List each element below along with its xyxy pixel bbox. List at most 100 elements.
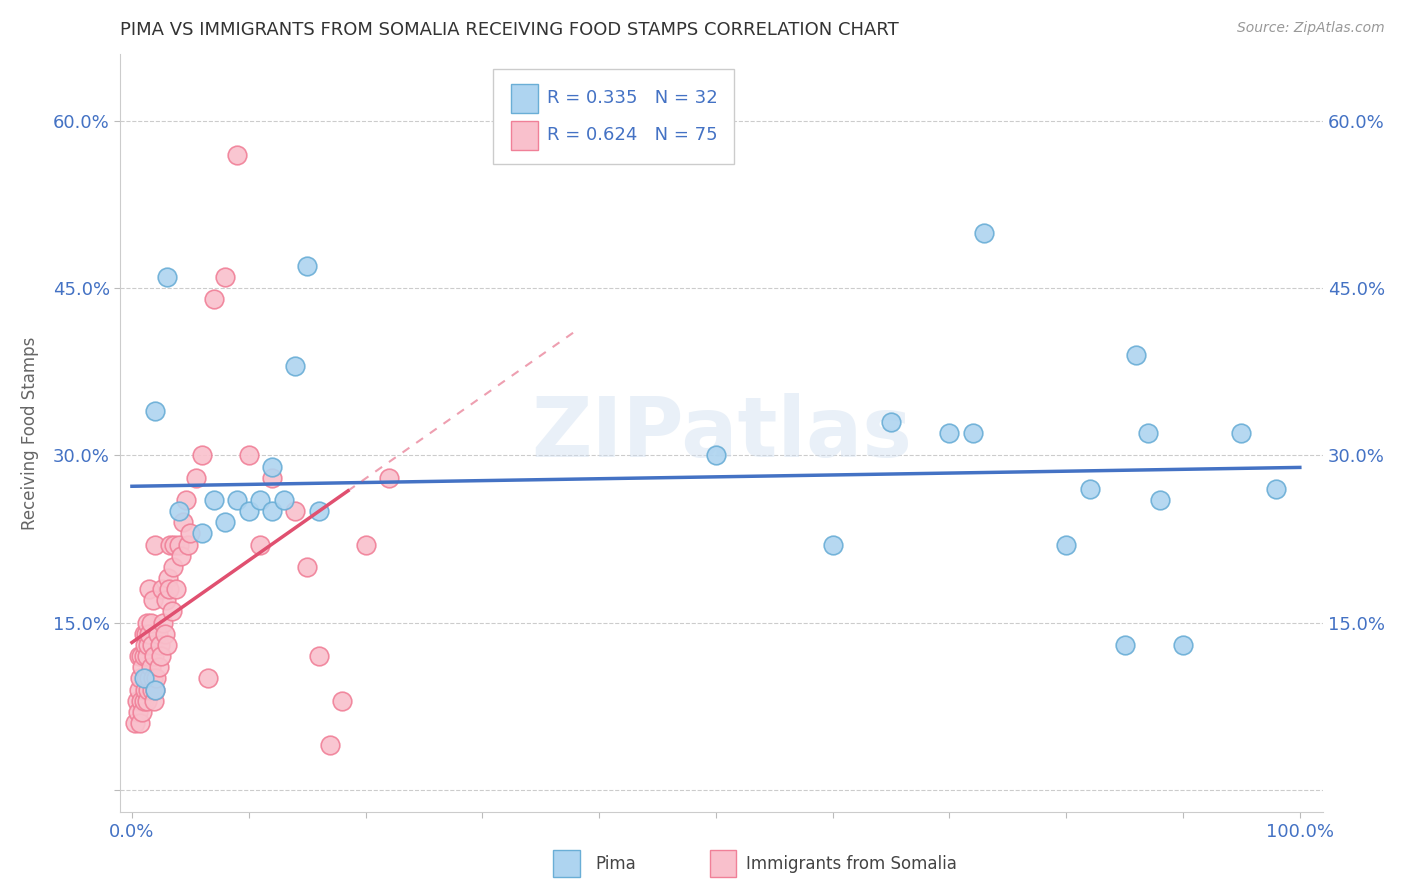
Point [295, 560, 318, 574]
Point [295, 259, 318, 273]
Point [134, 638, 156, 652]
Point [378, 471, 401, 485]
Point [284, 504, 307, 518]
Point [162, 560, 184, 574]
FancyBboxPatch shape [554, 850, 579, 877]
Point [1125, 348, 1147, 362]
FancyBboxPatch shape [710, 850, 737, 877]
Point [148, 660, 170, 674]
Point [1230, 426, 1253, 441]
Point [136, 693, 159, 707]
Y-axis label: Receiving Food Stamps: Receiving Food Stamps [21, 336, 39, 530]
Point [262, 459, 284, 474]
Point [177, 538, 200, 552]
Point [149, 638, 172, 652]
Text: Immigrants from Somalia: Immigrants from Somalia [745, 855, 956, 872]
Point [145, 671, 167, 685]
Point [160, 605, 183, 619]
Point [136, 649, 159, 664]
Point [249, 538, 271, 552]
Point [191, 526, 214, 541]
Point [226, 493, 249, 508]
Point [128, 649, 150, 664]
Point [125, 693, 148, 707]
Point [273, 493, 295, 508]
FancyBboxPatch shape [494, 70, 734, 164]
Point [139, 615, 162, 630]
Point [128, 682, 150, 697]
Point [202, 493, 225, 508]
Point [129, 649, 152, 664]
Point [214, 516, 236, 530]
Point [138, 582, 160, 597]
Point [135, 671, 157, 685]
Point [1114, 638, 1136, 652]
Point [150, 649, 173, 664]
Point [131, 705, 153, 719]
Point [238, 504, 260, 518]
Point [156, 638, 179, 652]
Point [141, 638, 163, 652]
Point [880, 415, 903, 429]
Point [238, 449, 260, 463]
Point [138, 627, 160, 641]
Point [143, 649, 166, 664]
Point [973, 226, 995, 240]
Point [197, 671, 219, 685]
Point [330, 693, 353, 707]
Text: R = 0.624   N = 75: R = 0.624 N = 75 [547, 127, 718, 145]
Point [319, 738, 342, 752]
Point [354, 538, 377, 552]
Point [136, 682, 159, 697]
Text: PIMA VS IMMIGRANTS FROM SOMALIA RECEIVING FOOD STAMPS CORRELATION CHART: PIMA VS IMMIGRANTS FROM SOMALIA RECEIVIN… [121, 21, 898, 39]
Point [127, 705, 149, 719]
Point [139, 660, 162, 674]
Point [165, 582, 187, 597]
Point [141, 682, 163, 697]
Point [132, 693, 155, 707]
Point [704, 449, 727, 463]
Point [159, 538, 181, 552]
Point [308, 649, 330, 664]
Point [134, 682, 156, 697]
FancyBboxPatch shape [512, 84, 537, 112]
Point [150, 582, 173, 597]
Point [132, 627, 155, 641]
Point [142, 671, 165, 685]
Point [1149, 493, 1171, 508]
Point [202, 293, 225, 307]
Point [131, 660, 153, 674]
Point [135, 627, 157, 641]
Point [191, 449, 214, 463]
Point [821, 538, 844, 552]
Point [143, 682, 166, 697]
Point [143, 538, 166, 552]
Point [186, 471, 208, 485]
Point [136, 638, 159, 652]
Point [284, 359, 307, 374]
Point [163, 538, 186, 552]
Point [143, 693, 166, 707]
Point [249, 493, 271, 508]
Point [170, 549, 193, 563]
Point [938, 426, 960, 441]
Point [132, 671, 155, 685]
Point [156, 270, 179, 285]
FancyBboxPatch shape [512, 121, 537, 150]
Point [142, 593, 165, 607]
Point [129, 671, 152, 685]
Point [1171, 638, 1194, 652]
Point [308, 504, 330, 518]
Point [179, 526, 201, 541]
Point [172, 516, 194, 530]
Point [214, 270, 236, 285]
Point [153, 627, 176, 641]
Text: ZIPatlas: ZIPatlas [531, 392, 912, 474]
Point [146, 627, 169, 641]
Point [129, 715, 152, 730]
Point [262, 471, 284, 485]
Text: Pima: Pima [595, 855, 636, 872]
Point [129, 693, 152, 707]
Point [157, 582, 180, 597]
Point [167, 504, 190, 518]
